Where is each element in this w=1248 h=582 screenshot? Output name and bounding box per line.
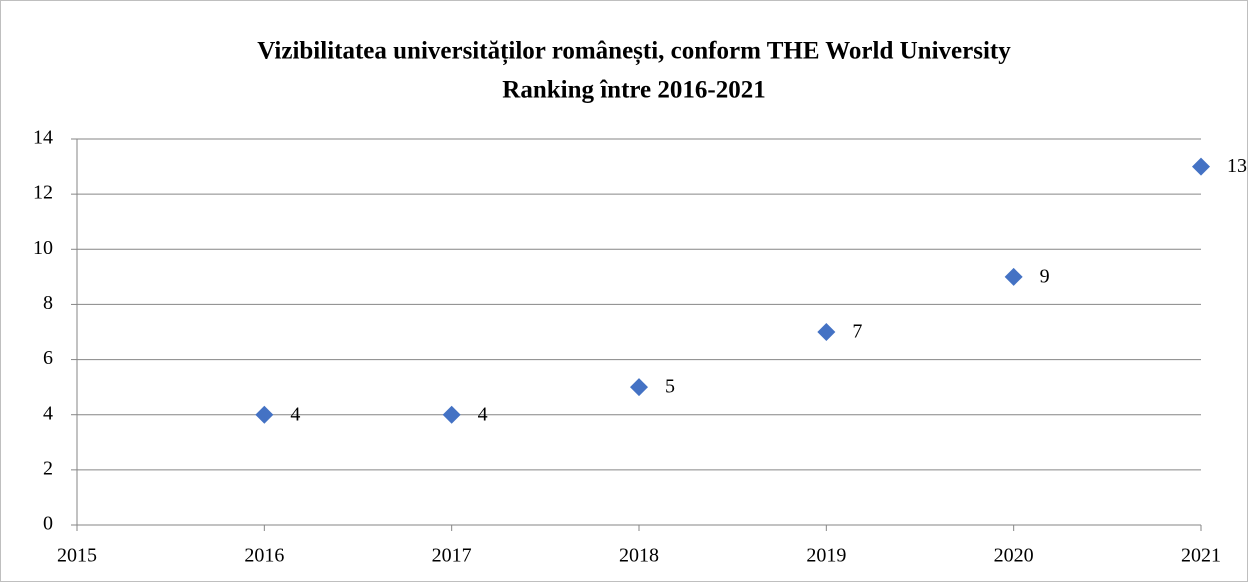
y-tick-label: 12 bbox=[33, 182, 53, 204]
data-label: 4 bbox=[290, 403, 300, 425]
marker bbox=[255, 405, 274, 424]
chart-title: Ranking între 2016-2021 bbox=[502, 77, 765, 104]
x-tick-label: 2016 bbox=[244, 545, 284, 567]
x-tick-label: 2021 bbox=[1181, 545, 1221, 567]
data-label: 4 bbox=[478, 403, 488, 425]
y-tick-label: 2 bbox=[43, 457, 53, 479]
data-label: 5 bbox=[665, 376, 675, 398]
marker bbox=[1192, 157, 1210, 176]
y-tick-label: 10 bbox=[33, 237, 53, 259]
chart-title: Vizibilitatea universităților românești,… bbox=[257, 38, 1011, 66]
y-tick-label: 8 bbox=[43, 292, 53, 314]
y-tick-label: 14 bbox=[33, 127, 53, 149]
x-tick-label: 2015 bbox=[57, 545, 97, 567]
y-tick-label: 6 bbox=[43, 347, 53, 369]
y-tick-label: 0 bbox=[43, 513, 53, 535]
x-tick-label: 2019 bbox=[806, 545, 846, 567]
data-label: 7 bbox=[852, 321, 862, 343]
marker bbox=[1004, 267, 1023, 286]
data-label: 13 bbox=[1227, 155, 1247, 177]
x-tick-label: 2020 bbox=[994, 545, 1034, 567]
marker bbox=[442, 405, 461, 424]
data-label: 9 bbox=[1040, 265, 1050, 287]
x-tick-label: 2017 bbox=[432, 545, 472, 567]
marker bbox=[630, 378, 648, 397]
marker bbox=[817, 323, 836, 341]
y-tick-label: 4 bbox=[43, 402, 53, 424]
x-tick-label: 2018 bbox=[619, 545, 659, 567]
